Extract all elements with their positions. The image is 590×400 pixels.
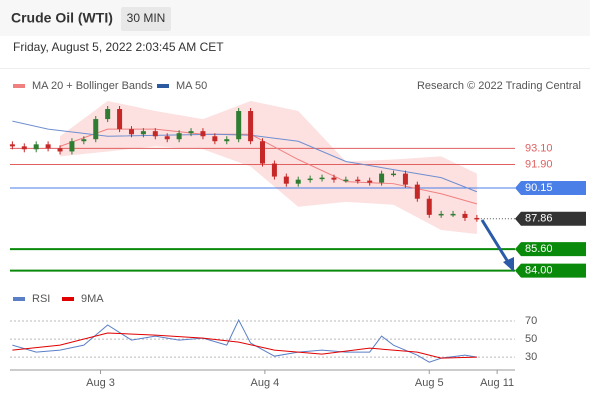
header-bar (0, 0, 590, 36)
legend-label: 9MA (81, 293, 104, 305)
candle (164, 136, 170, 140)
legend-swatch (13, 84, 25, 88)
candle (128, 129, 134, 135)
candle (307, 178, 313, 181)
candle (105, 109, 111, 120)
level-tag (515, 263, 586, 278)
candle (9, 144, 15, 147)
candle (152, 131, 158, 137)
arrow-head (503, 257, 514, 272)
candle (21, 146, 27, 150)
legend-swatch (62, 297, 74, 301)
bollinger-band (60, 100, 477, 235)
legend-label: RSI (32, 293, 50, 305)
candle (283, 176, 289, 184)
date: Friday, August 5, 2022 2:03:45 AM CET (13, 40, 224, 54)
candle (248, 111, 254, 142)
candle (45, 144, 51, 149)
source: Research © 2022 Trading Central (417, 80, 581, 92)
x-tick-label: Aug 11 (480, 377, 514, 389)
candle (33, 144, 39, 150)
candle (140, 131, 146, 135)
legend-label: MA 50 (176, 80, 207, 92)
candle (426, 198, 432, 215)
candle (93, 119, 99, 140)
level-tag (515, 180, 586, 195)
candle (212, 136, 218, 142)
legend-label: MA 20 + Bollinger Bands (32, 80, 153, 92)
candle (462, 213, 468, 218)
candle (176, 133, 182, 140)
y-tick-label: 70 (525, 315, 537, 327)
series-line (12, 120, 478, 193)
candle (343, 179, 349, 182)
candle (450, 213, 456, 216)
timeframe-button[interactable] (121, 7, 171, 31)
level-label: 90.15 (525, 182, 553, 194)
series-line (12, 318, 477, 363)
candle (391, 173, 397, 176)
candle (260, 141, 265, 164)
y-tick-label: 50 (525, 333, 537, 345)
y-tick-label: 30 (525, 351, 537, 363)
candle (117, 109, 123, 130)
separator (0, 68, 590, 69)
candle (57, 148, 63, 152)
candle (379, 173, 385, 183)
candle (295, 179, 301, 184)
candle (331, 177, 337, 180)
x-tick-label: Aug 3 (86, 377, 115, 389)
level-label: 93.10 (525, 142, 553, 154)
candle (474, 217, 480, 220)
candle (271, 163, 277, 177)
title: Crude Oil (WTI) (11, 10, 113, 26)
candle (236, 111, 242, 140)
candle (402, 173, 408, 185)
legend-swatch (13, 297, 25, 301)
level-tag (515, 211, 586, 226)
candle (224, 139, 230, 142)
level-label: 84.00 (525, 265, 553, 277)
candle (69, 141, 75, 152)
candle (81, 139, 87, 142)
candle (414, 184, 420, 199)
level-tag (515, 242, 586, 257)
candle (355, 179, 361, 182)
candle (200, 131, 206, 137)
level-label: 85.60 (525, 243, 553, 255)
candle (367, 180, 373, 183)
legend-swatch (157, 84, 169, 88)
forecast-arrow (480, 219, 510, 263)
x-tick-label: Aug 5 (415, 377, 444, 389)
candle (438, 213, 444, 216)
series-line (12, 332, 477, 359)
x-tick-label: Aug 4 (251, 377, 280, 389)
level-label: 87.86 (525, 213, 553, 225)
candle (188, 131, 194, 134)
candle (319, 177, 325, 180)
timeframe[interactable]: 30 MIN (127, 11, 166, 25)
level-label: 91.90 (525, 158, 553, 170)
